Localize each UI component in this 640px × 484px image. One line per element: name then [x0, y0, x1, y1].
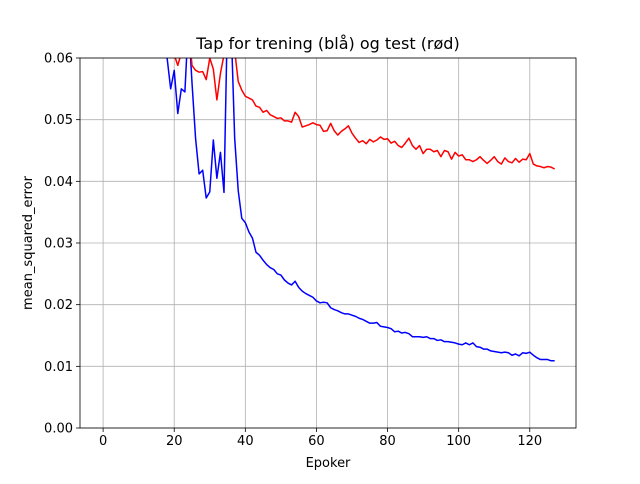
- y-tick-label: 0.02: [44, 298, 73, 313]
- y-tick-label: 0.06: [44, 52, 73, 67]
- x-tick-label: 120: [517, 434, 542, 449]
- y-tick-label: 0.00: [44, 422, 73, 437]
- y-tick-label: 0.01: [44, 360, 73, 375]
- y-tick-label: 0.05: [44, 113, 73, 128]
- y-tick-label: 0.04: [44, 175, 73, 190]
- x-tick-label: 100: [446, 434, 471, 449]
- chart-title: Tap for trening (blå) og test (rød): [195, 34, 459, 53]
- y-axis-label: mean_squared_error: [21, 175, 36, 310]
- x-axis: 0 20 40 60 80 100 120: [99, 428, 542, 449]
- x-tick-label: 40: [237, 434, 254, 449]
- x-tick-label: 80: [379, 434, 396, 449]
- x-tick-label: 20: [166, 434, 183, 449]
- x-tick-label: 60: [308, 434, 325, 449]
- y-axis: 0.00 0.01 0.02 0.03 0.04 0.05 0.06: [44, 52, 80, 437]
- y-tick-label: 0.03: [44, 237, 73, 252]
- x-tick-label: 0: [99, 434, 107, 449]
- series-line-2: [174, 58, 556, 170]
- series-group: [166, 58, 556, 362]
- x-axis-label: Epoker: [306, 456, 351, 471]
- series-line-1: [166, 58, 555, 362]
